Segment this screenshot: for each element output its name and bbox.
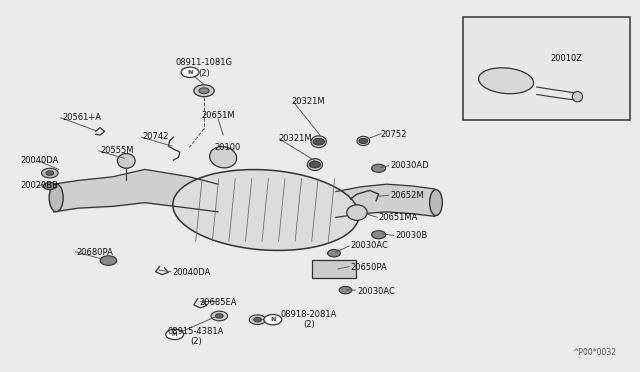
Text: 20561+A: 20561+A xyxy=(62,113,101,122)
Ellipse shape xyxy=(117,154,135,168)
Circle shape xyxy=(199,88,209,94)
Text: 20030AC: 20030AC xyxy=(357,287,395,296)
Circle shape xyxy=(253,317,261,322)
Text: 20030B: 20030B xyxy=(395,231,428,240)
Ellipse shape xyxy=(572,92,582,102)
Ellipse shape xyxy=(173,170,359,250)
Circle shape xyxy=(100,256,116,265)
Text: 20020BB: 20020BB xyxy=(20,182,58,190)
Circle shape xyxy=(44,182,56,190)
Text: M: M xyxy=(172,332,177,337)
Text: N: N xyxy=(188,70,193,75)
Circle shape xyxy=(309,161,321,168)
Circle shape xyxy=(216,314,223,318)
Circle shape xyxy=(194,85,214,97)
Circle shape xyxy=(42,168,58,178)
Circle shape xyxy=(211,311,228,321)
Circle shape xyxy=(249,315,266,324)
Circle shape xyxy=(372,231,386,239)
Circle shape xyxy=(166,329,184,340)
Text: 20040DA: 20040DA xyxy=(172,268,211,277)
Circle shape xyxy=(46,171,54,175)
Bar xyxy=(463,17,630,119)
Text: N: N xyxy=(270,317,276,322)
Text: 20555M: 20555M xyxy=(100,147,134,155)
Ellipse shape xyxy=(49,184,63,212)
Text: 20680PA: 20680PA xyxy=(77,248,113,257)
Ellipse shape xyxy=(357,137,370,145)
Circle shape xyxy=(372,164,386,172)
Ellipse shape xyxy=(429,190,442,215)
Text: 20030AC: 20030AC xyxy=(351,241,388,250)
Bar xyxy=(312,260,356,278)
Text: 20321M: 20321M xyxy=(291,97,325,106)
Text: 20652M: 20652M xyxy=(390,191,424,200)
Text: ^P00*0032: ^P00*0032 xyxy=(572,347,616,357)
Circle shape xyxy=(359,138,368,144)
Ellipse shape xyxy=(479,68,534,94)
Text: 20030AD: 20030AD xyxy=(390,161,429,170)
Text: 20651MA: 20651MA xyxy=(379,213,418,222)
Text: 20752: 20752 xyxy=(381,130,407,139)
Text: 08915-4381A
(2): 08915-4381A (2) xyxy=(168,327,224,346)
Circle shape xyxy=(339,286,352,294)
Text: 20100: 20100 xyxy=(214,143,241,152)
Text: 20651M: 20651M xyxy=(201,111,235,121)
Ellipse shape xyxy=(347,205,367,220)
Circle shape xyxy=(264,314,282,325)
Text: 20650PA: 20650PA xyxy=(351,263,387,272)
Circle shape xyxy=(328,250,340,257)
Ellipse shape xyxy=(311,136,326,148)
Text: 20321M: 20321M xyxy=(278,134,312,142)
Text: 20685EA: 20685EA xyxy=(199,298,237,307)
Text: 08918-2081A
(2): 08918-2081A (2) xyxy=(280,310,337,329)
Text: 20010Z: 20010Z xyxy=(550,54,582,63)
Circle shape xyxy=(313,138,324,145)
Text: 08911-1081G
(2): 08911-1081G (2) xyxy=(175,58,232,77)
Ellipse shape xyxy=(210,147,237,168)
Text: 20742: 20742 xyxy=(143,132,169,141)
Ellipse shape xyxy=(307,159,323,170)
Circle shape xyxy=(181,67,199,77)
Text: 20040DA: 20040DA xyxy=(20,155,59,165)
